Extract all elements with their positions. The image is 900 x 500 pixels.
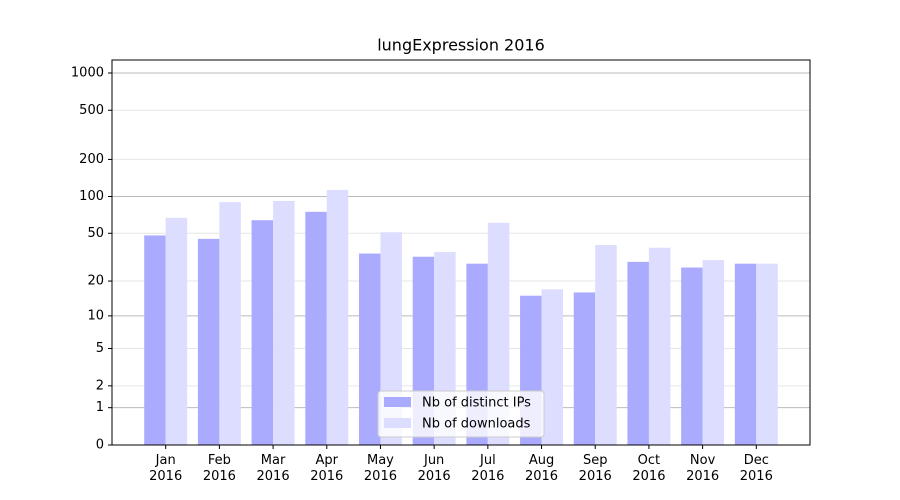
bar	[573, 292, 596, 445]
y-tick-label: 10	[87, 308, 104, 323]
y-tick-label: 20	[87, 274, 104, 289]
bar	[595, 245, 617, 445]
x-tick-label: Sep 2016	[578, 453, 612, 484]
bar	[487, 222, 510, 445]
bar	[273, 200, 295, 445]
bar	[165, 217, 188, 445]
legend-label: Nb of downloads	[422, 417, 531, 432]
y-tick-label: 2	[96, 378, 104, 393]
x-tick-label: Feb 2016	[202, 453, 236, 484]
legend-swatch	[384, 397, 411, 407]
legend-swatch	[384, 418, 411, 428]
bar	[734, 263, 757, 445]
y-tick-label: 0	[96, 438, 104, 453]
bar	[219, 202, 241, 445]
x-tick-label: Mar 2016	[256, 453, 290, 484]
legend-label: Nb of distinct IPs	[422, 396, 531, 411]
x-tick-label: Nov 2016	[686, 453, 720, 484]
x-tick-label: Apr 2016	[310, 453, 344, 484]
y-tick-label: 50	[87, 226, 104, 241]
bar	[702, 260, 725, 445]
x-tick-label: Aug 2016	[524, 453, 559, 484]
y-tick-label: 500	[79, 103, 104, 118]
bar	[756, 263, 778, 445]
y-tick-label: 100	[79, 189, 104, 204]
y-tick-label: 1000	[71, 65, 104, 80]
bar	[627, 261, 649, 445]
y-tick-label: 1	[96, 400, 104, 415]
bar	[251, 220, 274, 445]
legend: Nb of distinct IPs Nb of downloads	[377, 390, 545, 438]
bar	[305, 211, 327, 445]
x-tick-label: May 2016	[363, 453, 397, 484]
bar	[681, 267, 703, 445]
legend-box	[377, 390, 545, 438]
y-tick-label: 5	[96, 341, 104, 356]
plot-frame	[111, 59, 811, 446]
bar	[144, 235, 166, 445]
bar	[326, 189, 349, 445]
x-tick-label: Dec 2016	[739, 453, 773, 484]
bar	[358, 253, 381, 445]
chart-title: lungExpression 2016	[377, 36, 545, 55]
x-tick-label: Jul 2016	[471, 453, 505, 484]
x-tick-label: Jun 2016	[417, 453, 451, 484]
x-tick-label: Jan 2016	[149, 453, 183, 484]
bar	[541, 289, 564, 445]
x-tick-label: Oct 2016	[632, 453, 666, 484]
bar	[197, 238, 220, 445]
y-tick-label: 200	[79, 152, 104, 167]
bar	[648, 247, 671, 445]
